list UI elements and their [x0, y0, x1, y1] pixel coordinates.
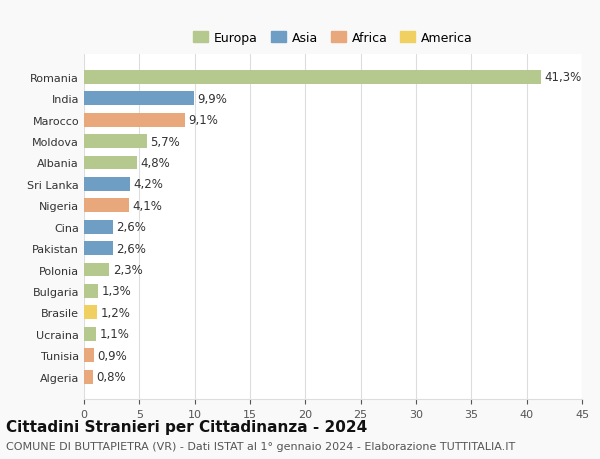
- Text: 1,2%: 1,2%: [101, 306, 130, 319]
- Text: 4,8%: 4,8%: [140, 157, 170, 170]
- Text: 2,6%: 2,6%: [116, 221, 146, 234]
- Bar: [84, 284, 98, 298]
- Bar: [84, 135, 147, 149]
- Text: 2,3%: 2,3%: [113, 263, 143, 276]
- Text: 4,2%: 4,2%: [134, 178, 164, 191]
- Bar: [84, 92, 194, 106]
- Bar: [84, 370, 93, 384]
- Text: 41,3%: 41,3%: [544, 71, 581, 84]
- Text: 4,1%: 4,1%: [133, 199, 163, 213]
- Text: COMUNE DI BUTTAPIETRA (VR) - Dati ISTAT al 1° gennaio 2024 - Elaborazione TUTTIT: COMUNE DI BUTTAPIETRA (VR) - Dati ISTAT …: [6, 441, 515, 451]
- Bar: [84, 113, 185, 127]
- Text: 9,9%: 9,9%: [197, 93, 227, 106]
- Legend: Europa, Asia, Africa, America: Europa, Asia, Africa, America: [188, 27, 478, 50]
- Text: 0,9%: 0,9%: [97, 349, 127, 362]
- Text: 2,6%: 2,6%: [116, 242, 146, 255]
- Bar: [84, 220, 113, 234]
- Text: 0,8%: 0,8%: [96, 370, 126, 383]
- Text: 9,1%: 9,1%: [188, 114, 218, 127]
- Bar: [84, 263, 109, 277]
- Text: 5,7%: 5,7%: [151, 135, 180, 148]
- Bar: [84, 348, 94, 362]
- Bar: [84, 241, 113, 256]
- Bar: [84, 327, 96, 341]
- Text: Cittadini Stranieri per Cittadinanza - 2024: Cittadini Stranieri per Cittadinanza - 2…: [6, 419, 367, 434]
- Bar: [84, 156, 137, 170]
- Text: 1,3%: 1,3%: [102, 285, 131, 298]
- Bar: [84, 199, 130, 213]
- Bar: [84, 71, 541, 84]
- Bar: [84, 306, 97, 319]
- Bar: [84, 178, 130, 191]
- Text: 1,1%: 1,1%: [100, 328, 130, 341]
